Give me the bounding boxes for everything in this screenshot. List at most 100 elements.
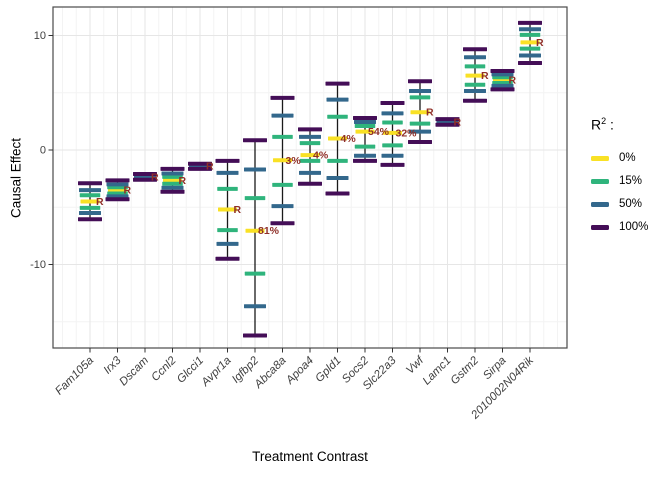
crossbar-50pct (244, 167, 266, 172)
x-tick-label: Gstm2 (449, 354, 482, 387)
crossbar-0pct (355, 129, 375, 134)
crossbar-15pct (464, 64, 486, 69)
crossbar-15pct (327, 158, 348, 163)
legend-title-sup: 2 (601, 116, 607, 126)
crossbar-100pct (298, 127, 322, 132)
crossbar-100pct (408, 79, 432, 84)
bar-annotation: 32% (396, 127, 418, 139)
crossbar-50pct (326, 97, 349, 102)
legend: R2 : 0% 15% 50% 100% (591, 116, 648, 239)
crossbar-0pct (520, 40, 540, 45)
bar-annotation: 54% (368, 126, 390, 138)
crossbar-0pct (273, 158, 292, 163)
crossbar-15pct (162, 174, 183, 179)
crossbar-50pct (519, 27, 541, 32)
crossbar-15pct (409, 121, 431, 126)
legend-item-3: 100% (591, 216, 648, 239)
crossbar-0pct (383, 130, 402, 135)
crossbar-100pct (463, 47, 487, 52)
crossbar-0pct (410, 110, 430, 115)
crossbar-50pct (299, 134, 321, 139)
crossbar-50pct (381, 153, 404, 158)
crossbar-15pct (464, 82, 486, 87)
bar-annotation: R (234, 204, 242, 216)
legend-swatch-icon (591, 155, 609, 161)
crossbar-100pct (78, 217, 102, 222)
crossbar-100pct (490, 68, 515, 73)
bar-annotation: R (124, 185, 132, 197)
legend-title-base: R (591, 116, 602, 133)
crossbar-100pct (435, 117, 460, 122)
crossbar-15pct (244, 271, 266, 276)
crossbar-15pct (217, 228, 238, 233)
crossbar-15pct (79, 205, 101, 210)
crossbar-50pct (519, 53, 541, 58)
bar-annotation: R (151, 171, 159, 183)
crossbar-15pct (382, 120, 403, 125)
y-tick-label: 0 (40, 145, 46, 157)
bar-annotation: 4% (313, 150, 329, 162)
crossbar-15pct (382, 143, 403, 148)
x-tick-label: Irx3 (102, 354, 124, 376)
crossbar-50pct (216, 241, 239, 246)
crossbar-100pct (215, 158, 240, 163)
crossbar-100pct (435, 122, 460, 127)
crossbar-100pct (188, 166, 212, 171)
crossbar-15pct (409, 95, 431, 100)
y-tick-label: -10 (30, 259, 46, 271)
crossbar-0pct (245, 228, 265, 233)
crossbar-15pct (79, 193, 101, 198)
bar-annotation: 4% (341, 133, 357, 145)
crossbar-100pct (325, 81, 350, 86)
crossbar-50pct (464, 55, 486, 60)
legend-items: 0% 15% 50% 100% (591, 147, 648, 239)
crossbar-50pct (79, 188, 101, 193)
crossbar-0pct (80, 199, 100, 204)
crossbar-100pct (133, 172, 157, 177)
crossbar-100pct (243, 138, 267, 143)
crossbar-50pct (271, 204, 294, 209)
crossbar-100pct (408, 139, 432, 144)
bar-annotation: R (96, 196, 104, 208)
crossbar-50pct (216, 170, 239, 175)
crossbar-15pct (272, 134, 293, 139)
crossbar-100pct (160, 189, 185, 194)
crossbar-50pct (464, 89, 486, 94)
crossbar-15pct (272, 182, 293, 187)
crossbar-100pct (270, 95, 295, 100)
crossbar-50pct (244, 304, 266, 309)
crossbar-100pct (243, 333, 267, 338)
crossbar-100pct (160, 166, 185, 171)
x-axis-title: Treatment Contrast (252, 449, 368, 464)
crossbar-100pct (518, 60, 542, 65)
crossbar-100pct (518, 20, 542, 25)
crossbar-100pct (298, 181, 322, 186)
crossbar-50pct (79, 210, 101, 215)
crossbar-50pct (409, 129, 431, 134)
crossbar-0pct (465, 73, 485, 78)
crossbar-50pct (491, 83, 514, 88)
x-tick-label: Vwf (404, 353, 427, 376)
crossbar-0pct (300, 153, 320, 158)
crossbar-15pct (162, 181, 183, 186)
x-tick-label: Dscam (117, 354, 151, 388)
legend-item-label: 0% (619, 152, 636, 165)
crossbar-50pct (409, 89, 431, 94)
bar-annotation: R (481, 70, 489, 82)
bar-annotation: R (536, 37, 544, 49)
crossbar-50pct (106, 182, 129, 187)
crossbar-0pct (163, 178, 182, 183)
bar-annotation: R (454, 116, 462, 128)
crossbar-100pct (463, 98, 487, 103)
crossbar-50pct (354, 119, 376, 124)
crossbar-50pct (381, 111, 404, 116)
crossbar-50pct (161, 185, 184, 190)
bar-annotation: R (179, 175, 187, 187)
bar-annotation: R (509, 75, 517, 87)
crossbar-100pct (325, 191, 350, 196)
legend-item-label: 50% (619, 198, 643, 211)
legend-item-label: 15% (619, 175, 643, 188)
crossbar-50pct (161, 171, 184, 176)
